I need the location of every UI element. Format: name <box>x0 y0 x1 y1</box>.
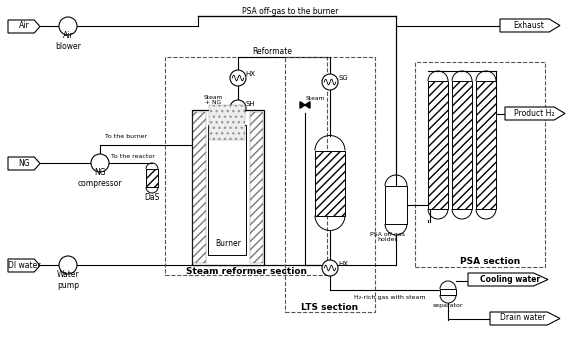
Circle shape <box>322 260 338 276</box>
Text: To the reactor: To the reactor <box>111 155 155 160</box>
Text: NG: NG <box>18 159 30 167</box>
Text: Exhaust: Exhaust <box>514 20 544 29</box>
Text: Air
blower: Air blower <box>55 31 81 51</box>
Bar <box>428 81 448 209</box>
Polygon shape <box>500 19 560 32</box>
Text: DaS: DaS <box>144 193 160 201</box>
Polygon shape <box>8 259 40 272</box>
Text: H₂-rich gas with steam: H₂-rich gas with steam <box>354 295 426 299</box>
Bar <box>315 151 345 216</box>
Circle shape <box>230 100 246 116</box>
Bar <box>476 81 496 209</box>
Bar <box>165 57 327 275</box>
Text: Water
pump: Water pump <box>56 270 80 290</box>
Bar <box>415 62 545 267</box>
Text: PSA off-gas to the burner: PSA off-gas to the burner <box>242 6 338 16</box>
Text: PSA off-gas
holder: PSA off-gas holder <box>370 232 404 242</box>
Bar <box>208 125 246 255</box>
Text: SH: SH <box>245 101 255 107</box>
Polygon shape <box>8 157 40 170</box>
Text: separator: separator <box>433 302 463 307</box>
Text: Burner: Burner <box>215 239 241 247</box>
Text: SG: SG <box>338 75 348 81</box>
Polygon shape <box>505 107 565 120</box>
Text: HX: HX <box>245 71 255 77</box>
Text: PSA section: PSA section <box>460 258 521 266</box>
Text: Product H₂: Product H₂ <box>514 108 554 118</box>
Bar <box>452 81 472 209</box>
Polygon shape <box>300 102 310 108</box>
Text: Cooling water: Cooling water <box>480 275 540 283</box>
Circle shape <box>322 74 338 90</box>
Bar <box>285 57 375 312</box>
Text: Reformate: Reformate <box>252 47 292 57</box>
Bar <box>192 110 264 265</box>
Text: NG
compressor: NG compressor <box>78 168 123 188</box>
Circle shape <box>59 17 77 35</box>
Text: DI water: DI water <box>8 260 40 270</box>
Polygon shape <box>490 312 560 325</box>
Circle shape <box>59 256 77 274</box>
Text: LTS section: LTS section <box>302 303 358 313</box>
Text: Drain water: Drain water <box>500 314 546 322</box>
Bar <box>250 112 263 263</box>
Text: Air: Air <box>19 21 30 31</box>
Text: To the burner: To the burner <box>105 135 147 140</box>
Text: HX: HX <box>338 261 348 267</box>
Bar <box>385 186 407 224</box>
Text: Steam: Steam <box>305 97 325 101</box>
Circle shape <box>91 154 109 172</box>
Text: Steam
+ NG: Steam + NG <box>203 95 223 105</box>
Polygon shape <box>468 273 548 286</box>
Text: Steam reformer section: Steam reformer section <box>185 266 307 276</box>
Circle shape <box>230 70 246 86</box>
Bar <box>193 112 206 263</box>
Polygon shape <box>8 20 40 33</box>
Bar <box>440 289 456 295</box>
Bar <box>209 105 245 140</box>
Bar <box>146 169 158 187</box>
